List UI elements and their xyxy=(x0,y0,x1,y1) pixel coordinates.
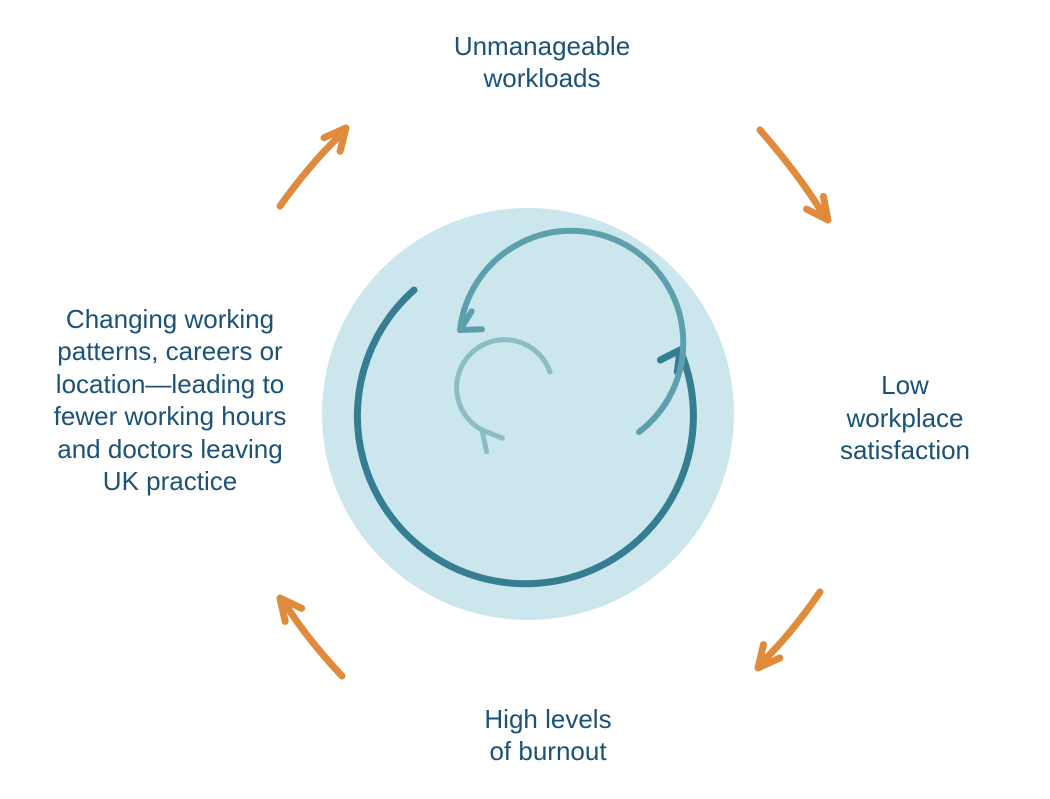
diagram-stage: Unmanageable workloads Low workplace sat… xyxy=(0,0,1050,799)
arrow-left-top xyxy=(0,0,1050,799)
